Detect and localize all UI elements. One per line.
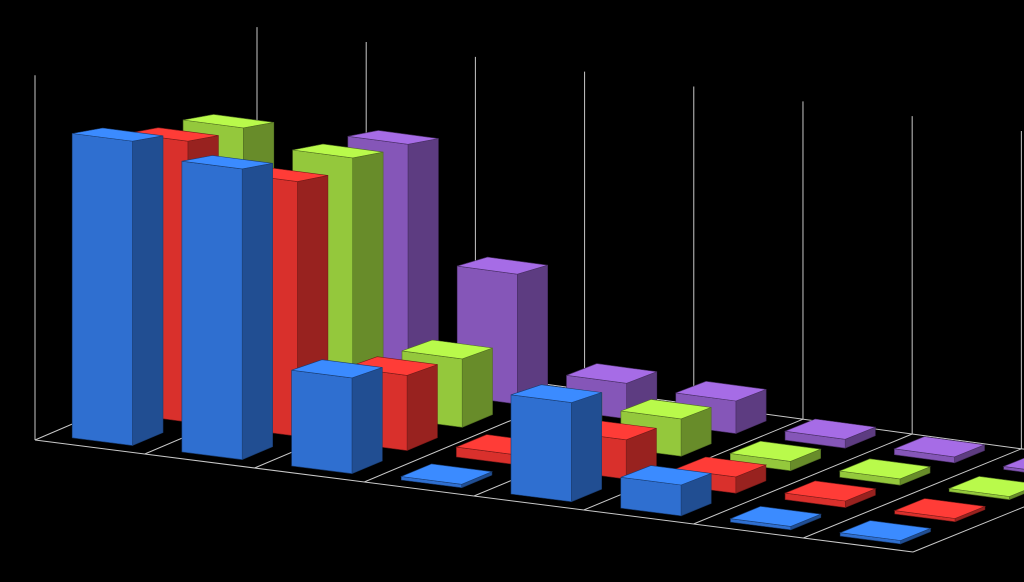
bar-series-1-cat-3: [291, 359, 383, 475]
bar-series-3-cat-8: [948, 476, 1024, 501]
bar-series-1-cat-2: [181, 155, 273, 461]
bar-series-4-cat-6: [783, 418, 877, 449]
floor-divider-6: [693, 433, 913, 525]
bar-series-2-cat-7: [783, 480, 877, 508]
bar-series-1-cat-8: [839, 520, 932, 545]
floor-divider-8: [912, 506, 1024, 553]
floor-divider-7: [803, 448, 1022, 539]
bar-series-1-cat-7: [729, 506, 822, 531]
bar-series-1-cat-1: [71, 127, 164, 446]
bar-series-1-cat-6: [620, 465, 712, 517]
chart-bars: [71, 114, 1024, 545]
bar-series-3-cat-6: [729, 440, 822, 472]
bar-series-3-cat-7: [838, 458, 932, 486]
bar-series-1-cat-5: [510, 384, 602, 503]
bar-series-4-cat-8: [1002, 457, 1024, 473]
bar-series-4-cat-7: [893, 436, 986, 464]
bar-series-1-cat-4: [400, 463, 494, 489]
bar-series-2-cat-8: [893, 498, 987, 523]
